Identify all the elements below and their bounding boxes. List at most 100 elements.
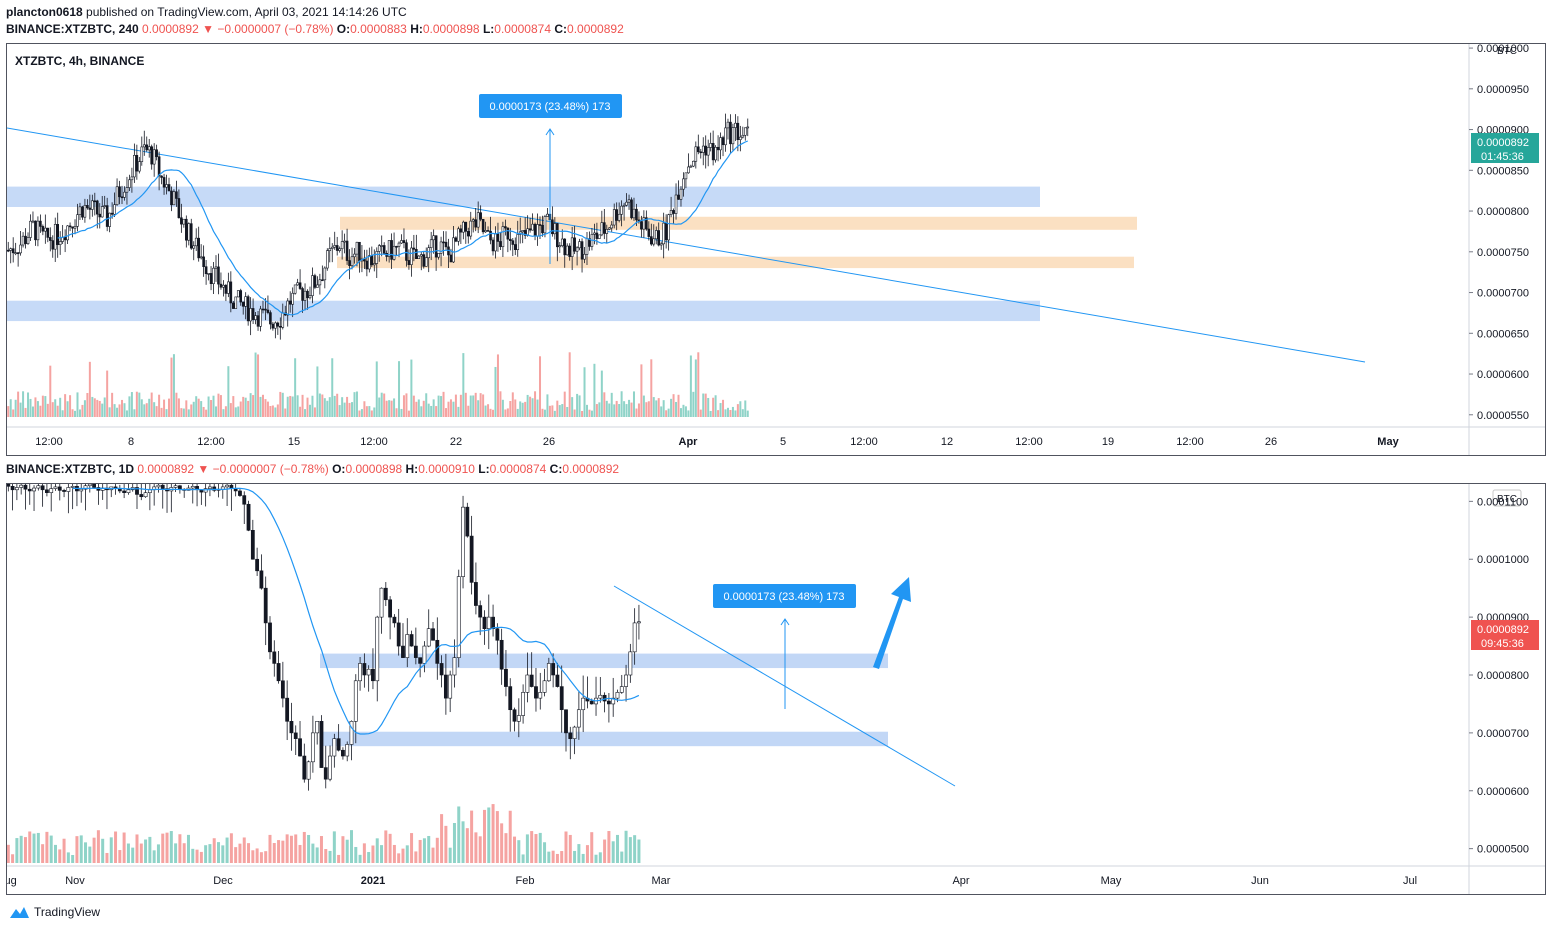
- time-tick-label: 2021: [361, 875, 385, 887]
- candle-body: [306, 761, 311, 780]
- candle-body: [302, 755, 307, 780]
- price-zone-orange: [340, 216, 1137, 230]
- candle-body: [197, 237, 200, 259]
- candle-body: [303, 290, 307, 301]
- candle-body: [288, 300, 292, 305]
- volume-bar: [517, 840, 521, 863]
- volume-bar: [252, 395, 255, 417]
- candle-body: [266, 309, 270, 313]
- volume-bar: [165, 832, 169, 863]
- volume-bar: [346, 396, 349, 417]
- volume-bar: [385, 400, 388, 417]
- volume-bar: [640, 364, 643, 417]
- volume-bar: [581, 853, 585, 863]
- volume-bar: [144, 839, 148, 863]
- volume-bar: [534, 834, 538, 863]
- candle-body: [687, 166, 690, 174]
- candle-body: [62, 490, 66, 492]
- price-tick-label: 0.0000550: [1477, 410, 1529, 422]
- candle-body: [319, 721, 324, 768]
- volume-bar: [19, 835, 23, 863]
- bottom-l-label: L:: [478, 462, 490, 476]
- volume-bar: [652, 397, 655, 417]
- volume-bar: [435, 837, 439, 863]
- volume-bar: [296, 395, 299, 417]
- candle-body: [525, 674, 530, 693]
- candle-body: [630, 199, 633, 219]
- volume-bar: [442, 391, 445, 417]
- candle-body: [336, 738, 341, 751]
- publisher-name[interactable]: plancton0618: [6, 5, 83, 19]
- tradingview-footer[interactable]: TradingView: [6, 903, 100, 921]
- candle-body: [575, 247, 579, 252]
- volume-bar: [133, 409, 136, 417]
- time-tick-label: 22: [450, 436, 462, 448]
- volume-bar: [190, 404, 193, 417]
- candle-body: [716, 146, 720, 151]
- chart-1d-svg[interactable]: BTC0.00011000.00010000.00009000.00008000…: [7, 484, 1546, 895]
- candle-body: [701, 145, 705, 153]
- bottom-symbol: BINANCE:XTZBTC, 1D: [6, 462, 134, 476]
- volume-bar: [506, 408, 509, 417]
- candle-body: [736, 122, 740, 141]
- volume-bar: [548, 405, 551, 417]
- volume-bar: [435, 406, 438, 417]
- candle-body: [559, 686, 564, 711]
- volume-bar: [234, 407, 237, 417]
- candle-body: [624, 674, 628, 687]
- volume-bar: [61, 410, 64, 417]
- volume-bar: [58, 849, 62, 863]
- candle-body: [185, 218, 188, 241]
- candle-body: [704, 145, 708, 156]
- volume-bar: [64, 394, 67, 417]
- candle-body: [279, 325, 282, 328]
- candle-body: [724, 127, 727, 146]
- volume-bar: [581, 410, 584, 417]
- candle-body: [573, 237, 576, 252]
- candle-body: [296, 282, 299, 286]
- chart-1d[interactable]: BTC 0.0001100 0.0001000 0.0000900 0.0000800 0…: [6, 483, 1546, 895]
- volume-bar: [398, 361, 401, 417]
- volume-bar: [126, 843, 130, 863]
- volume-bar: [478, 836, 482, 863]
- candle-body: [669, 210, 673, 215]
- volume-bar: [598, 852, 602, 863]
- volume-bar: [360, 409, 363, 417]
- volume-bar: [474, 832, 478, 863]
- volume-bar: [449, 399, 452, 417]
- volume-bar: [368, 406, 371, 417]
- volume-bar: [165, 409, 168, 417]
- volume-bar: [516, 408, 519, 417]
- candle-body: [298, 282, 302, 289]
- candle-body: [431, 628, 435, 641]
- volume-bar: [281, 392, 284, 417]
- chart-4h[interactable]: BTC 0.0001000 0.0000950 0.0000900 0.0000850 0…: [6, 43, 1546, 456]
- candle-body: [620, 205, 623, 215]
- volume-bar: [425, 393, 428, 417]
- volume-bar: [331, 358, 334, 417]
- volume-bar: [491, 804, 495, 863]
- candle-body: [156, 484, 161, 488]
- volume-bar: [501, 399, 504, 417]
- volume-bar: [709, 410, 712, 417]
- volume-bar: [7, 844, 10, 863]
- candle-body: [659, 243, 663, 246]
- candle-body: [719, 137, 722, 151]
- candle-body: [95, 200, 99, 215]
- volume-bar: [311, 843, 315, 863]
- volume-bar: [148, 836, 152, 863]
- volume-bar: [101, 838, 105, 863]
- candle-body: [429, 239, 433, 248]
- volume-bar: [333, 395, 336, 417]
- candle-body: [298, 738, 302, 757]
- candle-body: [301, 288, 304, 301]
- volume-bar: [358, 410, 361, 417]
- candle-body: [501, 226, 505, 248]
- volume-bar: [86, 393, 89, 417]
- volume-bar: [45, 831, 49, 863]
- candle-body: [471, 219, 475, 222]
- chart-4h-svg[interactable]: BTC0.00010000.00009500.00009000.00008500…: [7, 44, 1546, 456]
- volume-bar: [31, 406, 34, 417]
- time-tick-label: 8: [128, 436, 134, 448]
- volume-bar: [551, 850, 555, 863]
